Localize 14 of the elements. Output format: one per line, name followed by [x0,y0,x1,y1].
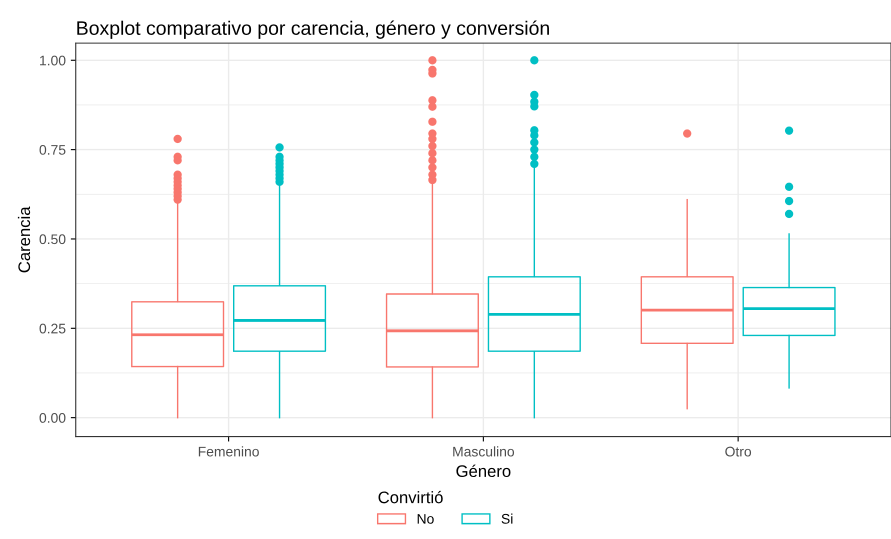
x-tick-label: Masculino [453,446,514,457]
x-axis-title: Género [456,464,510,478]
y-tick-label: 0.25 [40,324,66,334]
chart-title: Boxplot comparativo por carencia, género y conversión [77,20,549,39]
y-axis-title: Carencia [18,206,30,272]
y-tick-label: 1.00 [40,56,66,66]
x-tick-label: Otro [725,446,752,457]
x-tick-label: Femenino [198,446,259,457]
legend-label: No [418,514,434,524]
y-tick-label: 0.75 [40,144,66,155]
y-tick-label: 0.50 [40,234,66,244]
legend-label: Si [502,514,512,524]
y-tick-label: 0.00 [40,412,66,423]
legend-title: Convirtió [378,490,443,504]
